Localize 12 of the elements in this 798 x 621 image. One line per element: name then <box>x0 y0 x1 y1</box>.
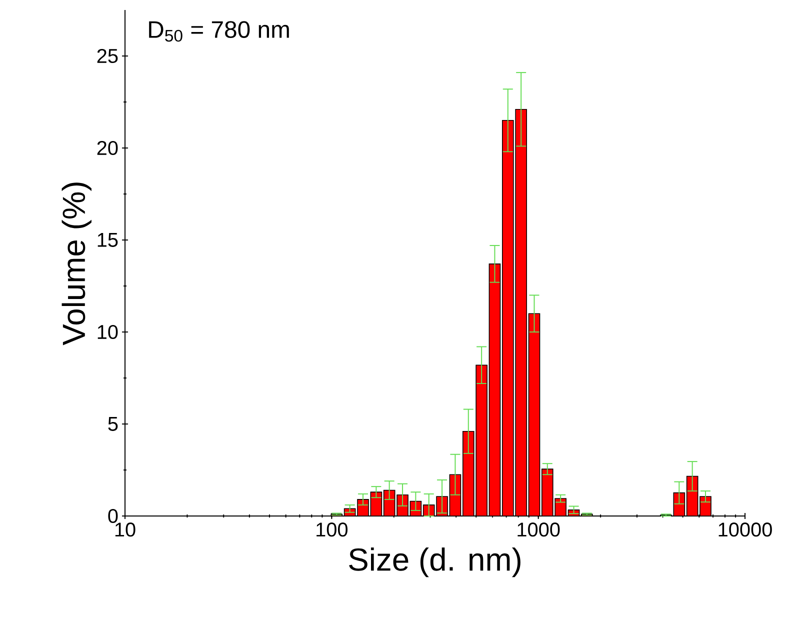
y-tick-label: 15 <box>98 233 118 247</box>
x-tick-label: 1000 <box>518 522 560 537</box>
x-axis-title: Size (d. nm) <box>349 547 520 578</box>
annotation: D$_{50}$ = 780 nm <box>149 21 289 42</box>
y-tick-label: 0 <box>108 508 118 524</box>
y-axis-title: Volume (%) <box>62 182 92 346</box>
y-tick-label: 5 <box>108 417 118 431</box>
y-tick-label: 20 <box>97 140 118 156</box>
x-tick-label: 100 <box>316 522 348 537</box>
y-tick-label: 25 <box>97 48 118 64</box>
y-tick-label: 10 <box>98 324 118 340</box>
x-tick-label: 10000 <box>718 522 772 537</box>
